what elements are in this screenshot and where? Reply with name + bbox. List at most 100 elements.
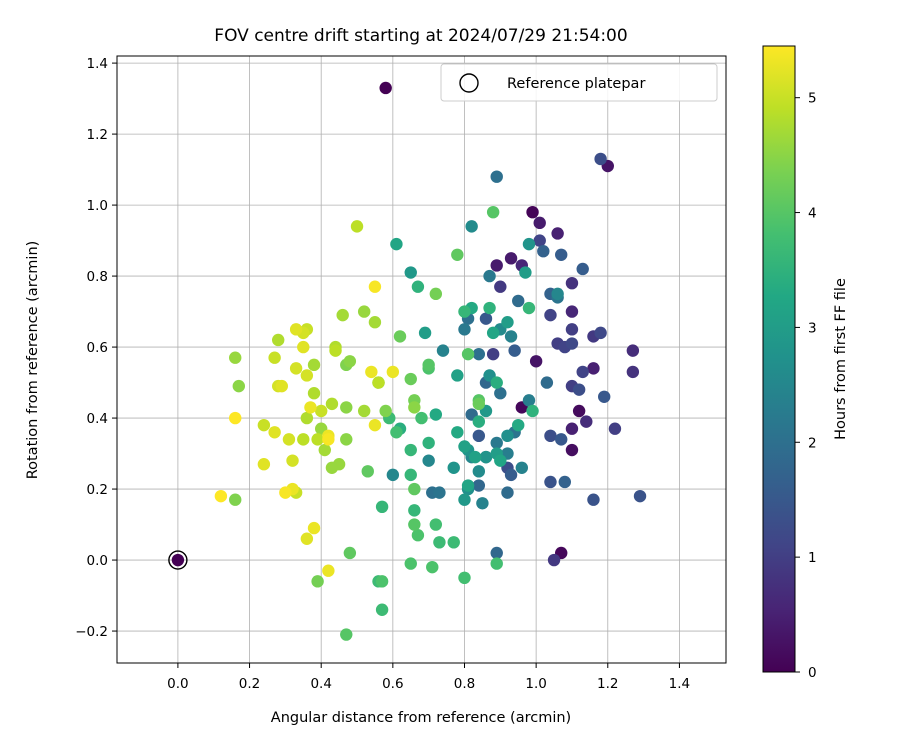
data-point (490, 557, 503, 570)
data-point (433, 486, 446, 499)
data-point (307, 521, 321, 535)
data-point (479, 312, 493, 325)
data-point (472, 479, 486, 492)
data-point (286, 454, 299, 467)
data-point (587, 362, 600, 375)
data-point (232, 379, 245, 393)
data-point (322, 564, 335, 577)
data-point (472, 415, 486, 428)
y-tick-label: 0.8 (87, 269, 108, 285)
x-tick-label: 0.6 (382, 676, 403, 692)
data-point (565, 276, 579, 290)
data-point (268, 426, 281, 439)
data-point (257, 458, 271, 471)
data-point (447, 536, 460, 549)
data-point (501, 486, 514, 499)
data-point (429, 408, 443, 421)
y-tick-label: −0.2 (75, 624, 108, 640)
data-point (551, 227, 564, 240)
data-point (386, 365, 400, 379)
x-axis-ticks: 0.0 0.2 0.4 0.6 0.8 1.0 1.2 1.4 (167, 663, 690, 692)
data-point (501, 316, 514, 329)
data-point (490, 170, 503, 183)
data-point (325, 461, 339, 474)
data-point (551, 287, 564, 301)
data-point (544, 429, 557, 443)
colorbar: 0 1 2 3 4 5 Hours from first FF file (762, 45, 849, 681)
data-point (307, 387, 321, 400)
data-point (490, 376, 503, 389)
data-point (300, 369, 314, 382)
data-point (404, 372, 417, 386)
data-point (526, 205, 539, 219)
data-point (519, 266, 532, 279)
data-point (357, 404, 371, 418)
data-point (357, 305, 371, 318)
plot-frame (116, 55, 727, 664)
data-point (537, 245, 550, 258)
data-point (289, 323, 303, 336)
data-point (311, 575, 324, 588)
data-point (279, 486, 292, 499)
data-point (404, 557, 417, 570)
data-point (386, 468, 400, 482)
colorbar-frame (762, 45, 796, 673)
data-point (272, 333, 285, 347)
data-point (544, 475, 557, 489)
data-point (486, 205, 500, 219)
data-point (529, 355, 543, 368)
data-point (340, 628, 353, 641)
data-point (214, 489, 228, 503)
data-point (533, 234, 546, 247)
data-point (458, 323, 471, 336)
data-point (626, 365, 640, 379)
x-tick-label: 1.2 (597, 676, 618, 692)
data-point (465, 220, 478, 233)
data-point (318, 443, 331, 457)
data-point (504, 468, 518, 482)
data-point (350, 220, 364, 233)
data-point (411, 280, 425, 293)
data-point (472, 397, 486, 411)
colorbar-gradient (763, 46, 795, 672)
data-point (404, 266, 417, 279)
legend: Reference platepar (440, 63, 718, 102)
data-point (479, 450, 493, 464)
data-point (368, 418, 382, 432)
data-point (451, 426, 464, 439)
data-point (494, 387, 507, 400)
y-axis-ticks: −0.2 0.0 0.2 0.4 0.6 0.8 1.0 1.2 1.4 (75, 56, 117, 640)
data-point (429, 518, 443, 531)
data-point (558, 475, 571, 489)
data-point (300, 411, 314, 425)
data-point (297, 433, 310, 446)
data-point (422, 454, 435, 467)
colorbar-tick-label: 1 (808, 550, 817, 566)
data-point (565, 443, 579, 457)
x-tick-label: 0.8 (454, 676, 475, 692)
y-tick-label: 0.4 (87, 411, 108, 427)
data-point (257, 418, 271, 432)
data-point (322, 433, 335, 446)
data-point (476, 497, 489, 510)
data-point (336, 308, 349, 322)
y-tick-label: 1.2 (87, 127, 108, 143)
data-point (490, 259, 503, 272)
data-point (390, 237, 403, 251)
legend-box (440, 63, 718, 102)
reference-marker (168, 550, 188, 570)
data-point (408, 504, 421, 517)
data-point (426, 560, 439, 574)
data-point (268, 351, 281, 364)
data-point (490, 436, 503, 450)
data-point (572, 383, 586, 396)
data-point (311, 433, 324, 446)
reference-point-fill (171, 553, 185, 567)
data-point (343, 355, 357, 368)
data-point (580, 415, 593, 428)
data-point (297, 340, 310, 354)
data-point (404, 443, 417, 457)
data-point (494, 454, 507, 467)
data-point (361, 465, 374, 478)
data-point (229, 493, 242, 506)
